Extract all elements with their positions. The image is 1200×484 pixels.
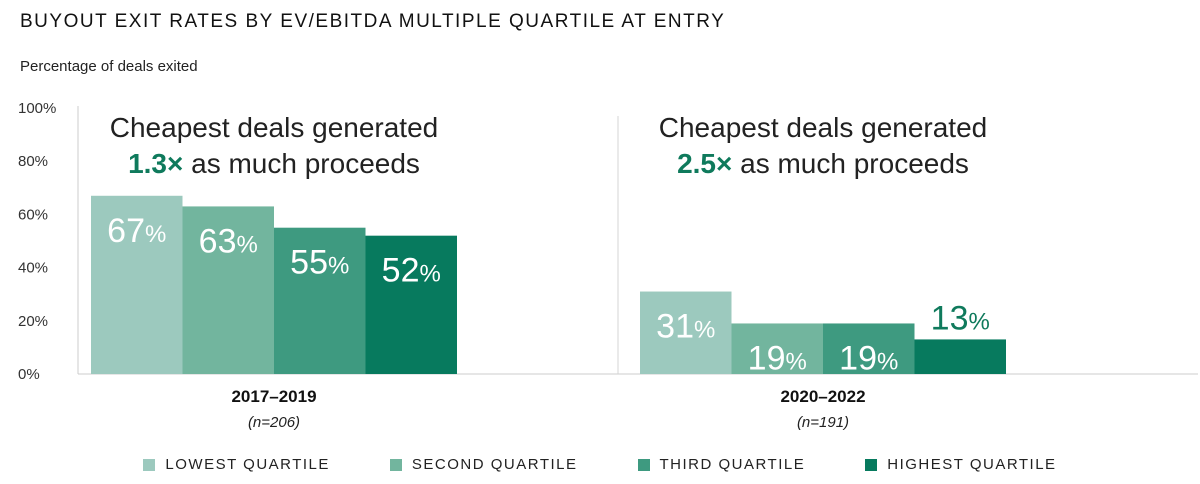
annotation-multiple: 2.5×	[677, 148, 732, 179]
legend-swatch	[143, 458, 156, 471]
bar-value-label: 19%	[748, 339, 807, 377]
bar	[182, 206, 274, 374]
annotation-rest: as much proceeds	[732, 148, 969, 179]
bar-value-label: 13%	[931, 299, 990, 337]
category-label: 2020–2022	[780, 387, 865, 406]
bar-value-label: 63%	[199, 222, 258, 260]
legend-item: HIGHEST QUARTILE	[865, 456, 1056, 473]
legend-item: LOWEST QUARTILE	[143, 456, 329, 473]
annotation-line1: Cheapest deals generated	[110, 112, 438, 143]
legend-swatch	[637, 458, 650, 471]
bar	[640, 291, 732, 374]
bar	[274, 227, 366, 374]
bar-value-label: 19%	[839, 339, 898, 377]
legend-item: THIRD QUARTILE	[637, 456, 806, 473]
bar-value-label: 31%	[656, 308, 715, 346]
legend-label: LOWEST QUARTILE	[165, 456, 330, 473]
bar	[731, 323, 823, 374]
annotation-line2: 1.3× as much proceeds	[128, 148, 420, 179]
annotation-multiple: 1.3×	[128, 148, 183, 179]
y-tick-label: 0%	[18, 366, 40, 383]
legend-swatch	[389, 458, 402, 471]
legend-item: SECOND QUARTILE	[389, 456, 578, 473]
y-tick-label: 100%	[18, 100, 56, 117]
category-sample-size: (n=206)	[248, 414, 300, 431]
bar	[365, 235, 457, 374]
legend: LOWEST QUARTILE SECOND QUARTILE THIRD QUAR…	[0, 456, 1200, 473]
legend-label: HIGHEST QUARTILE	[887, 456, 1057, 473]
bar-value-label: 55%	[290, 244, 349, 282]
y-tick-label: 40%	[18, 260, 48, 277]
bar-value-label: 67%	[107, 212, 166, 250]
legend-label: SECOND QUARTILE	[411, 456, 578, 473]
category-sample-size: (n=191)	[797, 414, 849, 431]
annotation-line1: Cheapest deals generated	[659, 112, 987, 143]
chart-subtitle: Percentage of deals exited	[20, 58, 198, 75]
bar	[914, 339, 1006, 374]
y-tick-label: 20%	[18, 313, 48, 330]
chart-title: BUYOUT EXIT RATES BY EV/EBITDA MULTIPLE …	[20, 11, 726, 32]
annotation-rest: as much proceeds	[183, 148, 420, 179]
y-tick-label: 80%	[18, 153, 48, 170]
legend-swatch	[865, 458, 878, 471]
bar-value-label: 52%	[382, 252, 441, 290]
annotation-line2: 2.5× as much proceeds	[677, 148, 969, 179]
y-tick-label: 60%	[18, 206, 48, 223]
bar	[91, 195, 183, 374]
category-label: 2017–2019	[231, 387, 316, 406]
legend-label: THIRD QUARTILE	[659, 456, 806, 473]
bar	[823, 323, 915, 374]
